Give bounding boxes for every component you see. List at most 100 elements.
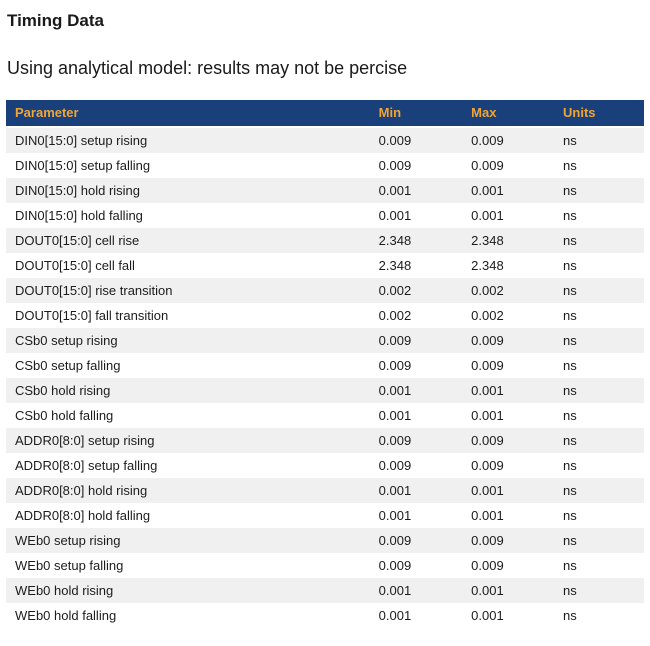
max-cell: 2.348 (471, 233, 504, 248)
parameter-cell: WEb0 setup falling (15, 558, 124, 573)
units-cell: ns (563, 133, 577, 148)
min-cell: 0.002 (378, 283, 412, 298)
parameter-cell: DOUT0[15:0] fall transition (15, 308, 169, 323)
min-cell: 0.001 (378, 408, 412, 423)
units-cell: ns (563, 608, 577, 623)
min-cell: 0.009 (378, 333, 412, 348)
units-cell: ns (563, 258, 577, 273)
min-cell: 0.009 (378, 558, 412, 573)
units-cell: ns (563, 458, 577, 473)
min-cell: 0.001 (378, 608, 412, 623)
units-cell: ns (563, 358, 577, 373)
parameter-cell: WEb0 hold rising (15, 583, 114, 598)
table-row: CSb0 hold rising 0.001 0.001 ns (6, 378, 644, 403)
parameter-cell: DOUT0[15:0] cell fall (15, 258, 135, 273)
max-cell: 0.009 (471, 333, 504, 348)
max-cell: 0.009 (471, 558, 504, 573)
table-row: WEb0 setup rising 0.009 0.009 ns (6, 528, 644, 553)
table-row: ADDR0[8:0] setup rising 0.009 0.009 ns (6, 428, 644, 453)
max-cell: 0.001 (471, 583, 504, 598)
units-cell: ns (563, 558, 577, 573)
parameter-cell: CSb0 hold rising (15, 383, 111, 398)
max-cell: 0.002 (471, 283, 504, 298)
min-cell: 0.001 (378, 483, 412, 498)
parameter-cell: WEb0 hold falling (15, 608, 117, 623)
min-cell: 0.009 (378, 158, 412, 173)
max-cell: 0.009 (471, 133, 504, 148)
units-cell: ns (563, 383, 577, 398)
units-cell: ns (563, 308, 577, 323)
table-row: DIN0[15:0] hold falling 0.001 0.001 ns (6, 203, 644, 228)
parameter-cell: CSb0 hold falling (15, 408, 114, 423)
page-title: Timing Data (7, 11, 104, 30)
parameter-cell: DIN0[15:0] hold falling (15, 208, 143, 223)
min-cell: 0.009 (378, 533, 412, 548)
max-cell: 0.009 (471, 158, 504, 173)
min-cell: 0.002 (378, 308, 412, 323)
max-cell: 0.001 (471, 183, 504, 198)
max-cell: 0.002 (471, 308, 504, 323)
table-row: CSb0 setup rising 0.009 0.009 ns (6, 328, 644, 353)
max-cell: 0.001 (471, 208, 504, 223)
max-cell: 0.001 (471, 483, 504, 498)
units-cell: ns (563, 283, 577, 298)
table-row: WEb0 hold falling 0.001 0.001 ns (6, 603, 644, 628)
min-cell: 2.348 (378, 233, 412, 248)
column-header-max: Max (462, 100, 555, 128)
min-cell: 2.348 (378, 258, 412, 273)
units-cell: ns (563, 483, 577, 498)
table-row: DIN0[15:0] setup rising 0.009 0.009 ns (6, 127, 644, 153)
min-cell: 0.009 (378, 358, 412, 373)
parameter-cell: DIN0[15:0] setup falling (15, 158, 151, 173)
max-cell: 0.001 (471, 408, 504, 423)
max-cell: 0.001 (471, 383, 504, 398)
column-header-parameter: Parameter (6, 100, 370, 128)
table-row: ADDR0[8:0] setup falling 0.009 0.009 ns (6, 453, 644, 478)
table-row: ADDR0[8:0] hold rising 0.001 0.001 ns (6, 478, 644, 503)
parameter-cell: ADDR0[8:0] hold falling (15, 508, 151, 523)
units-cell: ns (563, 333, 577, 348)
table-row: DIN0[15:0] setup falling 0.009 0.009 ns (6, 153, 644, 178)
parameter-cell: ADDR0[8:0] hold rising (15, 483, 148, 498)
parameter-cell: CSb0 setup rising (15, 333, 118, 348)
min-cell: 0.001 (378, 583, 412, 598)
table-row: WEb0 setup falling 0.009 0.009 ns (6, 553, 644, 578)
timing-table: Parameter Min Max Units DIN0[15:0] setup… (6, 100, 644, 628)
parameter-cell: ADDR0[8:0] setup falling (15, 458, 158, 473)
max-cell: 0.009 (471, 458, 504, 473)
page-subtitle: Using analytical model: results may not … (7, 58, 408, 78)
parameter-cell: DOUT0[15:0] cell rise (15, 233, 140, 248)
timing-table-body: DIN0[15:0] setup rising 0.009 0.009 ns D… (6, 127, 644, 628)
table-row: DOUT0[15:0] rise transition 0.002 0.002 … (6, 278, 644, 303)
units-cell: ns (563, 233, 577, 248)
table-row: DOUT0[15:0] cell fall 2.348 2.348 ns (6, 253, 644, 278)
min-cell: 0.001 (378, 383, 412, 398)
table-row: CSb0 hold falling 0.001 0.001 ns (6, 403, 644, 428)
table-row: WEb0 hold rising 0.001 0.001 ns (6, 578, 644, 603)
max-cell: 0.009 (471, 533, 504, 548)
units-cell: ns (563, 158, 577, 173)
min-cell: 0.009 (378, 458, 412, 473)
parameter-cell: DIN0[15:0] setup rising (15, 133, 148, 148)
units-cell: ns (563, 183, 577, 198)
units-cell: ns (563, 408, 577, 423)
table-row: DIN0[15:0] hold rising 0.001 0.001 ns (6, 178, 644, 203)
parameter-cell: DIN0[15:0] hold rising (15, 183, 141, 198)
units-cell: ns (563, 533, 577, 548)
max-cell: 0.009 (471, 358, 504, 373)
max-cell: 0.009 (471, 433, 504, 448)
table-row: CSb0 setup falling 0.009 0.009 ns (6, 353, 644, 378)
parameter-cell: ADDR0[8:0] setup rising (15, 433, 155, 448)
table-row: DOUT0[15:0] fall transition 0.002 0.002 … (6, 303, 644, 328)
table-row: DOUT0[15:0] cell rise 2.348 2.348 ns (6, 228, 644, 253)
parameter-cell: WEb0 setup rising (15, 533, 121, 548)
parameter-cell: CSb0 setup falling (15, 358, 121, 373)
parameter-cell: DOUT0[15:0] rise transition (15, 283, 173, 298)
column-header-units: Units (554, 100, 644, 128)
timing-report: Timing Data Using analytical model: resu… (6, 11, 644, 628)
max-cell: 0.001 (471, 608, 504, 623)
units-cell: ns (563, 508, 577, 523)
table-row: ADDR0[8:0] hold falling 0.001 0.001 ns (6, 503, 644, 528)
min-cell: 0.001 (378, 183, 412, 198)
units-cell: ns (563, 208, 577, 223)
